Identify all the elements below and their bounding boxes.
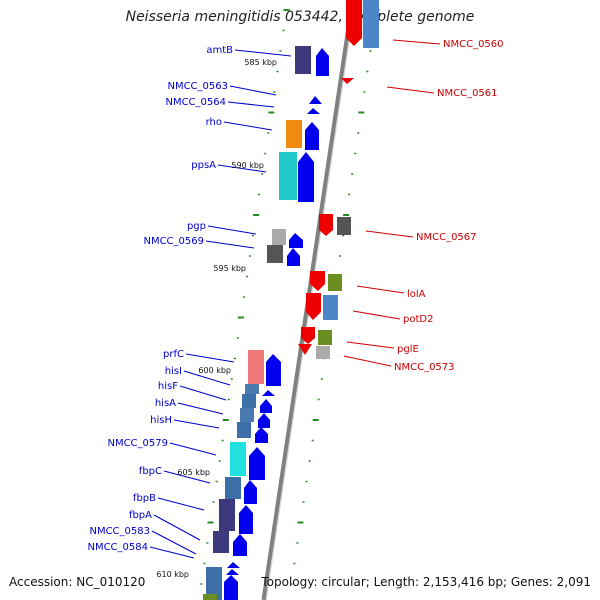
feature-ppsA[interactable] (279, 152, 314, 202)
feature-lolA[interactable] (310, 271, 342, 291)
feature-NMCC_0563[interactable] (309, 96, 322, 104)
label-NMCC_0573[interactable]: NMCC_0573 (394, 362, 455, 373)
feature-amtB[interactable] (295, 46, 329, 76)
feature-fbpB[interactable] (219, 499, 253, 534)
feature-NMCC_0569[interactable] (267, 245, 300, 266)
label-NMCC_0567[interactable]: NMCC_0567 (416, 232, 477, 243)
label-ppsA[interactable]: ppsA (191, 160, 216, 171)
label-lolA[interactable]: lolA (407, 289, 426, 300)
label-pgp[interactable]: pgp (187, 221, 206, 232)
feature-hisA[interactable] (240, 408, 270, 428)
kbp-label-585: 585 kbp (244, 58, 277, 67)
feature-potD2[interactable] (306, 293, 338, 320)
kbp-label-605: 605 kbp (177, 468, 210, 477)
label-amtB[interactable]: amtB (206, 45, 233, 56)
feature-prfC[interactable] (248, 350, 281, 386)
label-rho[interactable]: rho (206, 117, 222, 128)
label-NMCC_0584[interactable]: NMCC_0584 (87, 542, 148, 553)
label-fbpB[interactable]: fbpB (133, 493, 156, 504)
kbp-scale-labels: 585 kbp 590 kbp 595 kbp 600 kbp 605 kbp … (156, 58, 277, 579)
forward-features (203, 46, 329, 600)
feature-pgp[interactable] (272, 229, 303, 248)
feature-fbpA[interactable] (213, 531, 247, 556)
reverse-features (298, 0, 379, 359)
kbp-label-600: 600 kbp (198, 366, 231, 375)
accession-label: Accession: NC_010120 (9, 575, 146, 589)
genome-stats-label: Topology: circular; Length: 2,153,416 bp… (261, 575, 591, 589)
feature-NMCC_0573[interactable] (298, 344, 330, 359)
label-fbpC[interactable]: fbpC (139, 466, 162, 477)
feature-pglE[interactable] (301, 327, 332, 345)
feature-fbpC[interactable] (225, 477, 257, 504)
label-hisA[interactable]: hisA (155, 398, 176, 409)
label-NMCC_0561[interactable]: NMCC_0561 (437, 88, 498, 99)
label-hisI[interactable]: hisI (165, 366, 182, 377)
label-potD2[interactable]: potD2 (403, 314, 433, 325)
forward-labels: amtB NMCC_0563 NMCC_0564 rho ppsA pgp NM… (87, 45, 233, 553)
feature-bottom-cluster[interactable] (203, 562, 240, 600)
feature-NMCC_0564[interactable] (307, 108, 320, 114)
feature-NMCC_0560[interactable] (346, 0, 379, 48)
label-NMCC_0583[interactable]: NMCC_0583 (89, 526, 150, 537)
label-hisF[interactable]: hisF (158, 381, 178, 392)
feature-hisH[interactable] (237, 422, 268, 443)
reverse-labels: NMCC_0560 NMCC_0561 NMCC_0567 lolA potD2… (394, 39, 504, 373)
label-leaders (149, 39, 441, 559)
label-NMCC_0569[interactable]: NMCC_0569 (143, 236, 204, 247)
feature-rho[interactable] (286, 120, 319, 150)
label-hisH[interactable]: hisH (150, 415, 172, 426)
feature-hisI[interactable] (245, 384, 275, 396)
feature-NMCC_0579[interactable] (230, 442, 265, 480)
label-NMCC_0579[interactable]: NMCC_0579 (107, 438, 168, 449)
label-NMCC_0564[interactable]: NMCC_0564 (165, 97, 226, 108)
label-prfC[interactable]: prfC (163, 349, 184, 360)
label-pglE[interactable]: pglE (397, 344, 419, 355)
label-fbpA[interactable]: fbpA (129, 510, 152, 521)
label-NMCC_0560[interactable]: NMCC_0560 (443, 39, 504, 50)
label-NMCC_0563[interactable]: NMCC_0563 (167, 81, 228, 92)
feature-NMCC_0567[interactable] (319, 214, 351, 236)
feature-NMCC_0561[interactable] (341, 78, 354, 84)
scale-ticks (200, 9, 380, 585)
kbp-label-590: 590 kbp (231, 161, 264, 170)
map-title: Neisseria meningitidis 053442, complete … (125, 9, 475, 25)
kbp-label-610: 610 kbp (156, 570, 189, 579)
kbp-label-595: 595 kbp (213, 264, 246, 273)
feature-hisF[interactable] (242, 394, 272, 413)
